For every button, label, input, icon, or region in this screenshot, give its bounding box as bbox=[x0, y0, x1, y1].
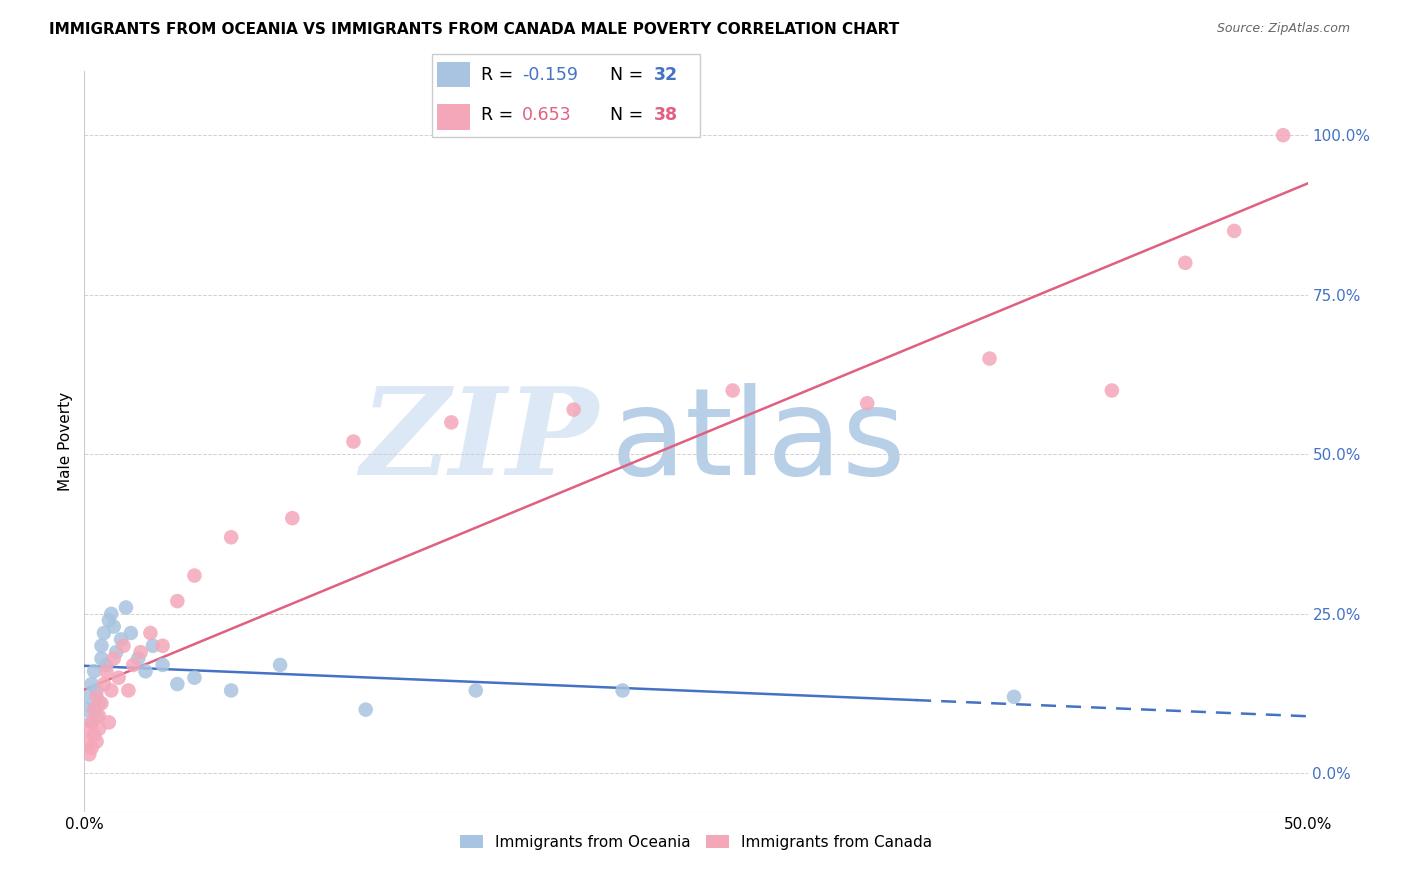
Text: Source: ZipAtlas.com: Source: ZipAtlas.com bbox=[1216, 22, 1350, 36]
Point bbox=[354, 703, 377, 717]
Text: 0.653: 0.653 bbox=[522, 105, 572, 123]
Point bbox=[77, 722, 100, 736]
Point bbox=[86, 709, 108, 723]
Point bbox=[142, 639, 165, 653]
Point bbox=[152, 657, 174, 672]
Point bbox=[281, 511, 304, 525]
Point bbox=[90, 696, 112, 710]
Point bbox=[97, 613, 120, 627]
Point bbox=[76, 703, 98, 717]
Point bbox=[97, 715, 120, 730]
Point bbox=[83, 728, 105, 742]
Point bbox=[103, 651, 125, 665]
Point bbox=[269, 657, 291, 672]
Point bbox=[90, 651, 112, 665]
Point bbox=[93, 626, 115, 640]
Point bbox=[464, 683, 486, 698]
Point bbox=[1101, 384, 1123, 398]
Point bbox=[139, 626, 162, 640]
Point bbox=[83, 665, 105, 679]
Point bbox=[562, 402, 585, 417]
Point bbox=[342, 434, 364, 449]
Text: IMMIGRANTS FROM OCEANIA VS IMMIGRANTS FROM CANADA MALE POVERTY CORRELATION CHART: IMMIGRANTS FROM OCEANIA VS IMMIGRANTS FR… bbox=[49, 22, 900, 37]
Text: ZIP: ZIP bbox=[360, 383, 598, 500]
Text: R =: R = bbox=[481, 66, 519, 84]
Point bbox=[1223, 224, 1246, 238]
Text: atlas: atlas bbox=[610, 383, 905, 500]
Point bbox=[107, 671, 129, 685]
Text: 32: 32 bbox=[654, 66, 678, 84]
Point bbox=[80, 677, 103, 691]
Point bbox=[100, 607, 122, 621]
Point bbox=[612, 683, 634, 698]
Point bbox=[856, 396, 879, 410]
Point bbox=[83, 703, 105, 717]
Text: 38: 38 bbox=[654, 105, 678, 123]
Point bbox=[117, 683, 139, 698]
Point bbox=[96, 665, 118, 679]
Point bbox=[979, 351, 1001, 366]
FancyBboxPatch shape bbox=[432, 54, 700, 137]
Point bbox=[166, 594, 188, 608]
Point bbox=[115, 600, 138, 615]
Text: R =: R = bbox=[481, 105, 524, 123]
Text: N =: N = bbox=[599, 66, 648, 84]
Point bbox=[87, 722, 110, 736]
Legend: Immigrants from Oceania, Immigrants from Canada: Immigrants from Oceania, Immigrants from… bbox=[454, 829, 938, 856]
Point bbox=[86, 734, 108, 748]
Y-axis label: Male Poverty: Male Poverty bbox=[58, 392, 73, 491]
Point bbox=[219, 530, 242, 544]
Point bbox=[129, 645, 152, 659]
Text: -0.159: -0.159 bbox=[522, 66, 578, 84]
Point bbox=[76, 734, 98, 748]
Point bbox=[122, 657, 145, 672]
Point bbox=[80, 740, 103, 755]
Point bbox=[1272, 128, 1295, 143]
Point bbox=[96, 657, 118, 672]
Point bbox=[152, 639, 174, 653]
Point bbox=[127, 651, 149, 665]
Point bbox=[77, 690, 100, 704]
Point bbox=[183, 568, 205, 582]
Point bbox=[105, 645, 128, 659]
Point bbox=[721, 384, 744, 398]
Point bbox=[100, 683, 122, 698]
Point bbox=[120, 626, 142, 640]
Point bbox=[87, 696, 110, 710]
Point bbox=[80, 715, 103, 730]
Point bbox=[83, 703, 105, 717]
Point bbox=[183, 671, 205, 685]
Point bbox=[86, 683, 108, 698]
Point bbox=[110, 632, 132, 647]
Point bbox=[90, 639, 112, 653]
Text: N =: N = bbox=[599, 105, 648, 123]
Bar bbox=[437, 104, 470, 130]
Point bbox=[112, 639, 135, 653]
Point bbox=[86, 690, 108, 704]
Point bbox=[1174, 256, 1197, 270]
Point bbox=[219, 683, 242, 698]
Point bbox=[1002, 690, 1025, 704]
Point bbox=[80, 715, 103, 730]
Point bbox=[440, 416, 463, 430]
Bar bbox=[437, 62, 470, 87]
Point bbox=[166, 677, 188, 691]
Point bbox=[87, 709, 110, 723]
Point bbox=[77, 747, 100, 762]
Point bbox=[135, 665, 157, 679]
Point bbox=[103, 619, 125, 633]
Point bbox=[93, 677, 115, 691]
